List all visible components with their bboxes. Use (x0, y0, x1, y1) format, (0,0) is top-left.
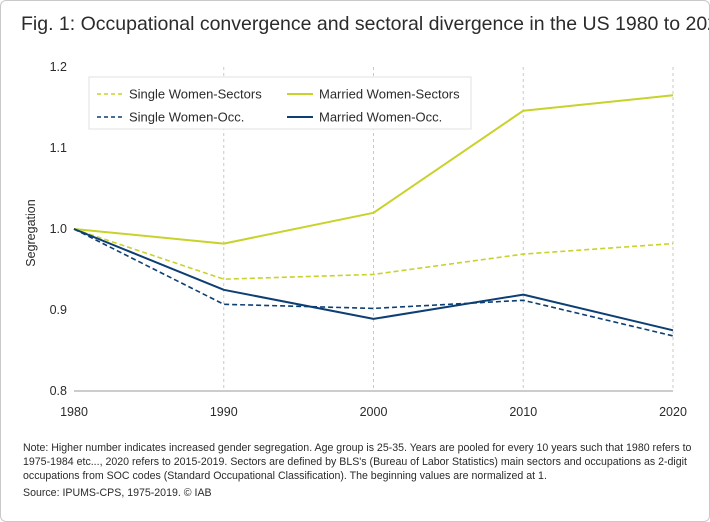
x-tick-label: 2000 (360, 405, 388, 419)
series-line (73, 94, 674, 245)
series-line (73, 228, 674, 332)
figure-footer: Note: Higher number indicates increased … (23, 441, 693, 500)
figure-title: Fig. 1: Occupational convergence and sec… (21, 13, 710, 35)
x-tick-label: 2020 (659, 405, 687, 419)
x-tick-label: 1990 (210, 405, 238, 419)
y-tick-label: 0.8 (50, 384, 67, 398)
legend-box (88, 76, 472, 130)
legend-label: Single Women-Occ. (129, 110, 244, 125)
y-tick-label: 1.0 (50, 222, 67, 236)
legend: Single Women-Sectors Married Women-Sector… (88, 76, 472, 130)
y-tick-label: 1.2 (50, 60, 67, 74)
y-tick-label: 0.9 (50, 303, 67, 317)
y-axis-label: Segregation (24, 199, 38, 266)
legend-label: Married Women-Sectors (319, 87, 460, 102)
x-tick-label: 1980 (60, 405, 88, 419)
line-chart: 0.8 0.9 1.0 1.1 1.2 1980 1990 2000 2010 2020 Segre… (24, 60, 687, 419)
y-tick-label: 1.1 (50, 141, 67, 155)
figure-source: Source: IPUMS-CPS, 1975-2019. © IAB (23, 486, 212, 499)
legend-label: Single Women-Sectors (129, 87, 262, 102)
series-line (73, 228, 674, 281)
legend-label: Married Women-Occ. (319, 110, 442, 125)
x-tick-label: 2010 (509, 405, 537, 419)
figure-note: Note: Higher number indicates increased … (23, 442, 692, 483)
